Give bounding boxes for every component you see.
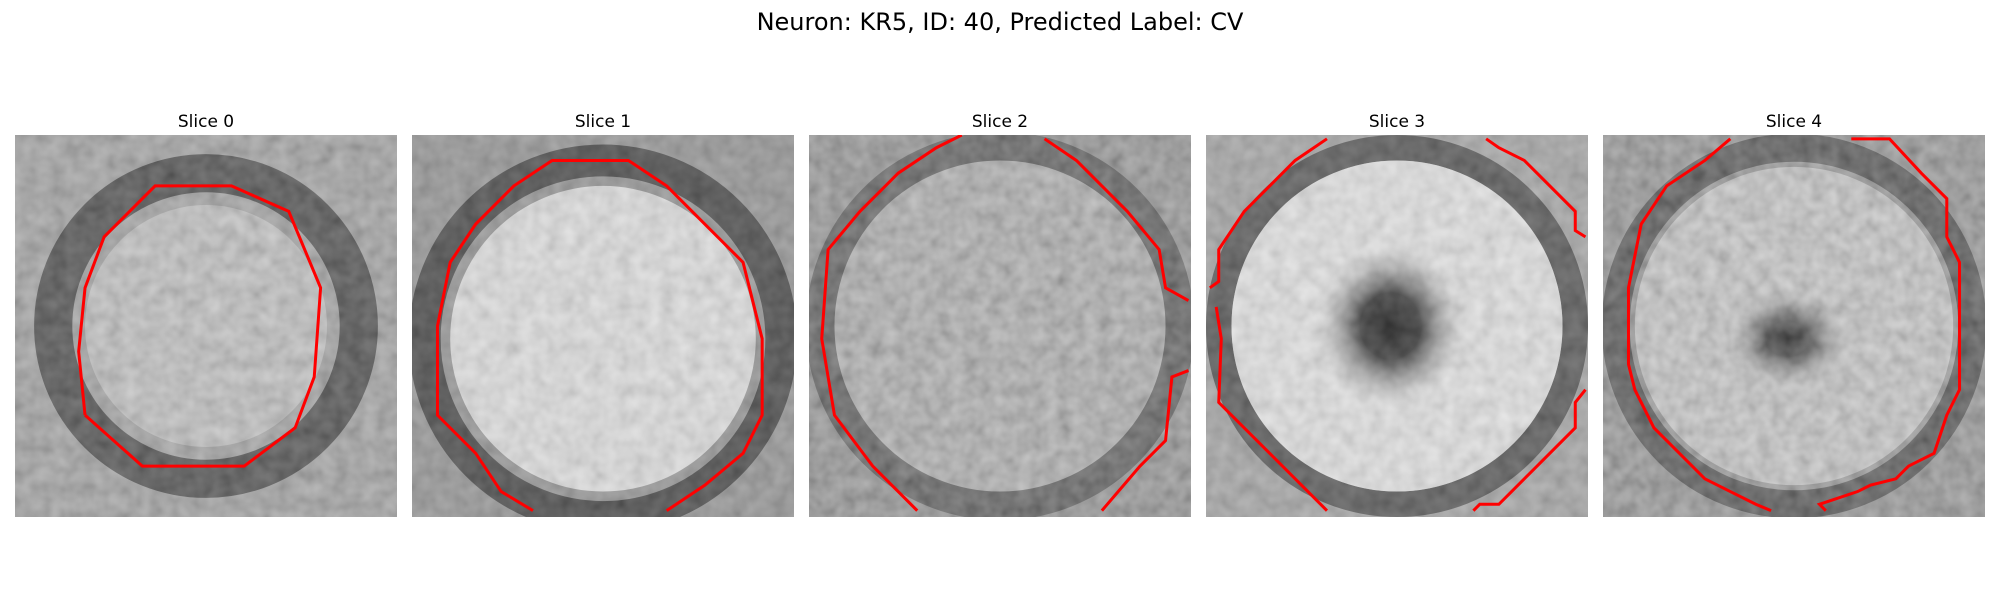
contour-outline-left-top bbox=[1210, 139, 1327, 288]
image-noise bbox=[15, 135, 397, 517]
figure-title: Neuron: KR5, ID: 40, Predicted Label: CV bbox=[756, 8, 1244, 36]
slice-panel-1: Slice 1 bbox=[412, 111, 794, 517]
contour-outline bbox=[79, 186, 321, 466]
slice-title-0: Slice 0 bbox=[177, 112, 235, 132]
slice-image-3 bbox=[1206, 135, 1588, 517]
slice-image-2 bbox=[809, 135, 1191, 517]
slice-title-1: Slice 1 bbox=[574, 112, 632, 132]
slice-panel-4: Slice 4 bbox=[1603, 111, 1985, 517]
slice-title-2: Slice 2 bbox=[971, 112, 1029, 132]
contour-outline-left bbox=[1628, 139, 1771, 511]
contour-outline-left-bottom bbox=[1216, 307, 1327, 511]
slice-image-1 bbox=[412, 135, 794, 517]
slice-image-4 bbox=[1603, 135, 1985, 517]
contour-outline bbox=[437, 160, 762, 510]
slice-panel-2: Slice 2 bbox=[809, 111, 1191, 517]
contour-outline-right-bottom bbox=[1473, 390, 1585, 511]
slice-title-4: Slice 4 bbox=[1765, 112, 1823, 132]
slice-image-0 bbox=[15, 135, 397, 517]
contour-outline-right bbox=[1819, 139, 1959, 511]
slice-title-3: Slice 3 bbox=[1368, 112, 1426, 132]
slice-panel-3: Slice 3 bbox=[1206, 111, 1588, 517]
contour-outline-right-top bbox=[1486, 139, 1585, 237]
image-noise bbox=[1603, 135, 1985, 517]
contour-outline-right-bottom bbox=[1102, 371, 1189, 511]
contour-outline-right-top bbox=[1045, 139, 1189, 301]
contour-outline-left bbox=[822, 135, 962, 511]
slice-panel-0: Slice 0 bbox=[15, 111, 397, 517]
